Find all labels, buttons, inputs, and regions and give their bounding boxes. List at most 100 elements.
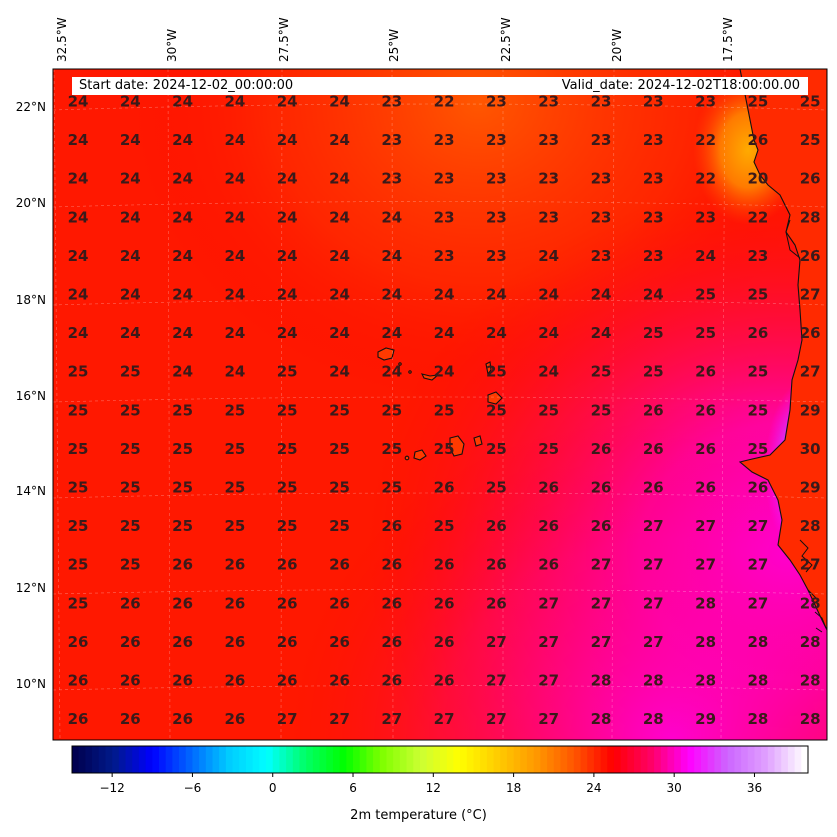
grid-value-label: 26 <box>695 401 716 419</box>
colorbar-segment <box>613 746 622 773</box>
lon-label: 17.5°W <box>721 17 735 62</box>
grid-value-label: 26 <box>434 672 455 690</box>
grid-value-label: 25 <box>277 363 298 381</box>
grid-value-label: 25 <box>747 401 768 419</box>
colorbar-segment <box>707 746 715 773</box>
grid-value-label: 24 <box>329 363 350 381</box>
colorbar-segment <box>386 746 394 773</box>
lat-label: 20°N <box>16 196 46 210</box>
colorbar-segment <box>486 746 495 773</box>
grid-value-label: 27 <box>800 363 821 381</box>
grid-value-label: 25 <box>747 440 768 458</box>
grid-value-label: 25 <box>381 440 402 458</box>
grid-value-label: 28 <box>591 672 612 690</box>
grid-value-label: 23 <box>538 208 559 226</box>
lon-label: 30°W <box>165 29 179 62</box>
grid-value-label: 26 <box>277 633 298 651</box>
grid-value-label: 26 <box>120 672 141 690</box>
grid-value-label: 25 <box>224 517 245 535</box>
grid-value-label: 27 <box>643 556 664 574</box>
grid-value-label: 23 <box>591 131 612 149</box>
colorbar-segment <box>667 746 675 773</box>
grid-value-label: 24 <box>120 131 141 149</box>
grid-value-label: 23 <box>434 131 455 149</box>
grid-value-label: 24 <box>172 247 193 265</box>
grid-value-label: 24 <box>120 247 141 265</box>
grid-value-label: 26 <box>224 633 245 651</box>
lat-label: 18°N <box>16 293 46 307</box>
grid-value-label: 24 <box>434 286 455 304</box>
grid-value-label: 24 <box>172 170 193 188</box>
grid-value-label: 24 <box>695 247 716 265</box>
colorbar-segment <box>520 746 528 773</box>
colorbar-tick-label: 36 <box>747 781 762 795</box>
grid-value-label: 25 <box>68 363 89 381</box>
grid-value-label: 25 <box>120 401 141 419</box>
grid-value-label: 27 <box>800 286 821 304</box>
grid-value-label: 24 <box>381 324 402 342</box>
colorbar-segment <box>473 746 481 773</box>
grid-value-label: 25 <box>224 479 245 497</box>
grid-value-label: 28 <box>800 710 821 728</box>
grid-value-label: 26 <box>172 556 193 574</box>
colorbar-segment <box>78 746 86 773</box>
colorbar-segment <box>92 746 100 773</box>
grid-value-label: 25 <box>329 401 350 419</box>
grid-value-label: 28 <box>800 594 821 612</box>
grid-value-label: 25 <box>486 363 507 381</box>
grid-value-label: 26 <box>800 324 821 342</box>
grid-value-label: 27 <box>591 556 612 574</box>
colorbar-segment <box>714 746 722 773</box>
grid-value-label: 24 <box>224 170 245 188</box>
grid-value-label: 24 <box>381 247 402 265</box>
colorbar-segment <box>526 746 535 773</box>
colorbar-segment <box>647 746 655 773</box>
colorbar-segment <box>179 746 187 773</box>
grid-value-label: 24 <box>224 93 245 111</box>
colorbar-segment <box>540 746 548 773</box>
grid-value-label: 22 <box>695 131 716 149</box>
grid-value-label: 26 <box>434 556 455 574</box>
colorbar-tick-label: 24 <box>586 781 601 795</box>
grid-value-label: 24 <box>224 363 245 381</box>
grid-value-label: 28 <box>800 208 821 226</box>
grid-value-label: 26 <box>68 633 89 651</box>
colorbar-segment <box>674 746 682 773</box>
longitude-labels: 32.5°W 30°W 27.5°W 25°W 22.5°W 20°W 17.5… <box>55 17 735 62</box>
lat-label: 10°N <box>16 677 46 691</box>
grid-value-label: 26 <box>643 479 664 497</box>
grid-value-label: 26 <box>591 440 612 458</box>
colorbar-segment <box>326 746 334 773</box>
grid-value-label: 23 <box>643 208 664 226</box>
grid-value-label: 24 <box>68 170 89 188</box>
grid-value-label: 27 <box>538 710 559 728</box>
grid-value-label: 25 <box>329 440 350 458</box>
grid-value-label: 25 <box>434 517 455 535</box>
lon-label: 25°W <box>387 29 401 62</box>
colorbar-segment <box>266 746 274 773</box>
grid-value-label: 27 <box>434 710 455 728</box>
colorbar-segment <box>406 746 414 773</box>
grid-value-label: 23 <box>486 131 507 149</box>
colorbar-segment <box>125 746 133 773</box>
grid-value-label: 24 <box>68 93 89 111</box>
grid-value-label: 26 <box>800 247 821 265</box>
grid-value-label: 27 <box>747 594 768 612</box>
grid-value-label: 24 <box>68 286 89 304</box>
grid-value-label: 26 <box>486 594 507 612</box>
grid-value-label: 25 <box>329 517 350 535</box>
grid-value-label: 24 <box>538 324 559 342</box>
grid-value-label: 23 <box>591 93 612 111</box>
colorbar-segment <box>700 746 709 773</box>
grid-value-label: 26 <box>329 672 350 690</box>
grid-value-label: 23 <box>486 170 507 188</box>
grid-value-label: 24 <box>277 324 298 342</box>
grid-value-label: 23 <box>538 93 559 111</box>
grid-value-label: 24 <box>172 208 193 226</box>
colorbar-segment <box>413 746 421 773</box>
colorbar-segment <box>85 746 93 773</box>
colorbar-segment <box>493 746 501 773</box>
grid-value-label: 24 <box>172 363 193 381</box>
lat-label: 14°N <box>16 484 46 498</box>
colorbar-segment <box>118 746 127 773</box>
